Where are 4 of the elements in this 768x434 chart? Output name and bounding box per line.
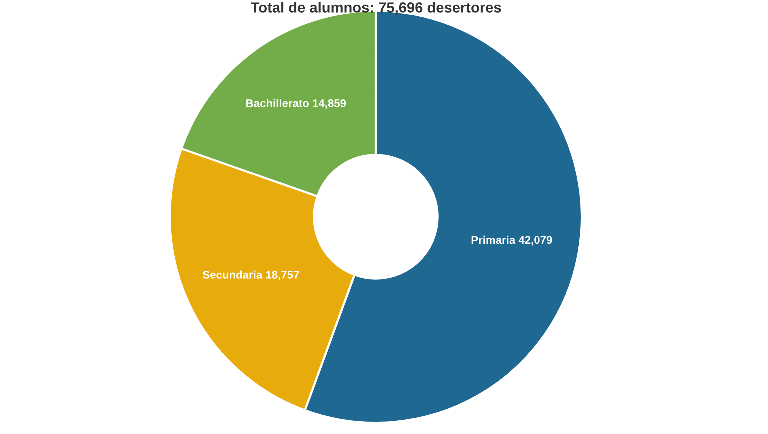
slice-label: Bachillerato 14,859: [246, 99, 346, 109]
slice-label: Secundaria 18,757: [203, 270, 300, 281]
slice-label: Primaria 42,079: [472, 236, 552, 246]
chart-title: Total de alumnos: 75,696 desertores: [251, 2, 502, 15]
